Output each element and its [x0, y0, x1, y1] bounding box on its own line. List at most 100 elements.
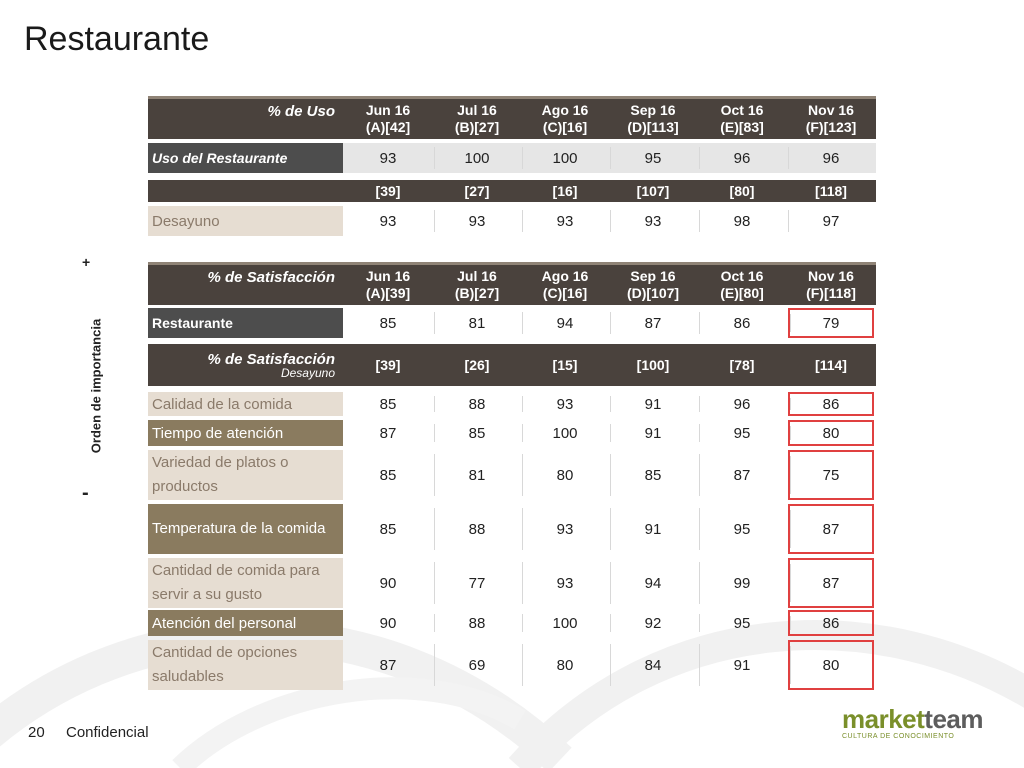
table-cell: 80 [522, 450, 608, 500]
table-cell: 77 [434, 558, 520, 608]
col-header: Jun 16 (A)[39] [365, 268, 411, 301]
table-cell: 85 [379, 395, 397, 413]
table-cell: 90 [379, 614, 397, 632]
table-cell: 88 [434, 610, 520, 636]
col-header: Ago 16 (C)[16] [541, 102, 589, 135]
col-header: Jun 16 (A)[42] [365, 102, 411, 135]
table-cell: 75 [788, 450, 874, 500]
table-cell: 80 [788, 420, 874, 446]
table-cell: [39] [375, 182, 401, 199]
table-cell: 95 [699, 504, 785, 554]
table-cell: 87 [379, 656, 397, 674]
row-label: Restaurante [148, 308, 343, 338]
row-label [148, 180, 343, 202]
table-cell: [16] [552, 182, 578, 199]
table-cell: 94 [522, 308, 608, 338]
page-number: 20 [28, 724, 45, 741]
col-header: Oct 16 (E)[83] [720, 102, 764, 135]
col-header: Nov 16 (F)[118] [806, 268, 856, 301]
table-cell: [114] [815, 356, 847, 373]
table-cell: 100 [434, 143, 520, 173]
breakfast-header-label: % de Satisfacción [207, 350, 335, 368]
table-cell: 80 [522, 640, 608, 690]
row-label: Tiempo de atención [148, 420, 343, 446]
breakfast-header-sublabel: Desayuno [280, 365, 335, 380]
table-row: Calidad de la comida 85 88 93 91 96 86 [148, 392, 876, 416]
table-cell: [27] [464, 182, 490, 199]
table-cell: 87 [379, 424, 397, 442]
table-cell: 87 [788, 558, 874, 608]
table-cell: 93 [522, 206, 608, 236]
table-cell: 93 [379, 149, 397, 167]
table-cell: 86 [788, 392, 874, 416]
row-label: % de Satisfacción Desayuno [148, 344, 343, 386]
usage-header-row: % de Uso Jun 16 (A)[42] Jul 16 (B)[27] Ago… [148, 96, 876, 139]
table-cell: [80] [729, 182, 755, 199]
table-row: Desayuno 93 93 93 93 98 97 [148, 206, 876, 236]
table-cell: 81 [434, 308, 520, 338]
table-cell: 96 [699, 143, 785, 173]
table-cell: 87 [610, 308, 696, 338]
satisfaction-breakfast-header: % de Satisfacción Desayuno [39] [26] [15] [… [148, 344, 876, 386]
row-label: Uso del Restaurante [148, 143, 343, 173]
col-header: Sep 16 (D)[107] [626, 268, 680, 301]
table-cell: 95 [699, 420, 785, 446]
col-header: Oct 16 (E)[80] [720, 268, 764, 301]
table-cell: 93 [522, 504, 608, 554]
table-row: Temperatura de la comida 85 88 93 91 95 87 [148, 504, 876, 554]
col-header: Nov 16 (F)[123] [805, 102, 857, 135]
table-cell: 100 [522, 143, 608, 173]
col-header: Sep 16 (D)[113] [627, 102, 679, 135]
table-cell: 87 [699, 450, 785, 500]
table-cell: 87 [788, 504, 874, 554]
table-row: Atención del personal 90 88 100 92 95 86 [148, 610, 876, 636]
table-cell: [100] [636, 356, 670, 373]
table-row: Uso del Restaurante 93 100 100 95 96 96 [148, 143, 876, 173]
table-cell: 100 [522, 420, 608, 446]
table-row: Tiempo de atención 87 85 100 91 95 80 [148, 420, 876, 446]
table-cell: 85 [434, 420, 520, 446]
table-cell: [78] [729, 356, 755, 373]
table-cell: 85 [379, 314, 397, 332]
table-cell: 93 [522, 558, 608, 608]
table-cell: 91 [610, 392, 696, 416]
col-header: Jul 16 (B)[27] [454, 102, 500, 135]
table-cell: 93 [522, 392, 608, 416]
page-title: Restaurante [24, 20, 210, 58]
table-cell: 85 [379, 466, 397, 484]
row-label: Atención del personal [148, 610, 343, 636]
table-cell: 93 [434, 206, 520, 236]
table-cell: [107] [636, 182, 670, 199]
table-cell: 90 [379, 574, 397, 592]
row-label: Desayuno [148, 206, 343, 236]
base-row: [39] [27] [16] [107] [80] [118] [148, 180, 876, 202]
table-cell: 96 [788, 143, 874, 173]
table-cell: 85 [379, 520, 397, 538]
plus-sign: + [82, 254, 91, 270]
satisfaction-header-row: % de Satisfacción Jun 16 (A)[39] Jul 16 (B… [148, 262, 876, 305]
row-label: Cantidad de comida para servir a su gust… [148, 558, 343, 608]
table-cell: 99 [699, 558, 785, 608]
satisfaction-header-label: % de Satisfacción [207, 269, 335, 286]
table-cell: 91 [610, 420, 696, 446]
table-cell: 93 [610, 206, 696, 236]
table-cell: 93 [379, 212, 397, 230]
col-header: Ago 16 (C)[16] [541, 268, 589, 301]
logo-tagline: CULTURA DE CONOCIMIENTO [842, 733, 955, 740]
table-cell: 86 [788, 610, 874, 636]
table-cell: 81 [434, 450, 520, 500]
table-cell: [39] [375, 356, 401, 373]
minus-sign: - [82, 482, 89, 504]
row-label: Calidad de la comida [148, 392, 343, 416]
col-header: Jul 16 (B)[27] [454, 268, 500, 301]
table-row: Variedad de platos o productos 85 81 80 85 87… [148, 450, 876, 500]
importance-axis-label: Orden de importancia [88, 318, 104, 454]
row-label: Variedad de platos o productos [148, 450, 343, 500]
table-cell: 97 [788, 206, 874, 236]
table-cell: 88 [434, 392, 520, 416]
marketteam-logo: marketteam CULTURA DE CONOCIMIENTO [842, 704, 983, 740]
table-cell: [118] [815, 182, 847, 199]
table-row: Cantidad de opciones saludables 87 69 80 84 9… [148, 640, 876, 690]
table-cell: 86 [699, 308, 785, 338]
